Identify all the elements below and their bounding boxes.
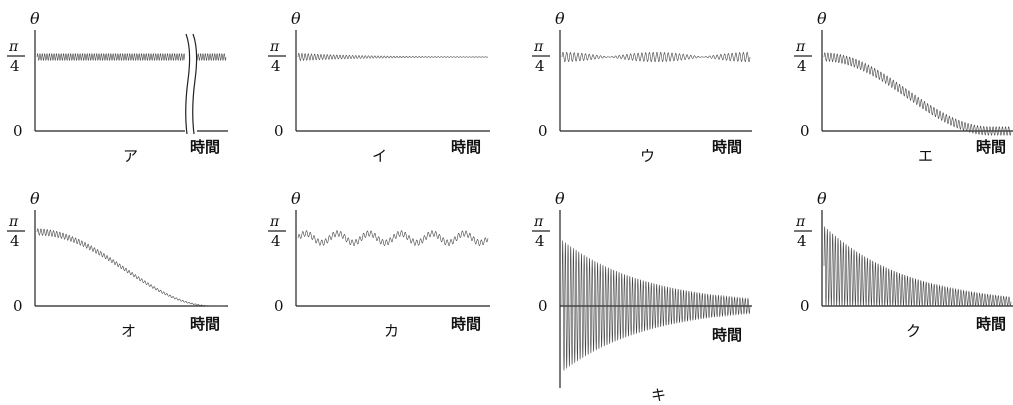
- y-axis-label: θ: [30, 9, 40, 28]
- tick-label-zero: 0: [13, 122, 23, 140]
- y-axis-label: θ: [30, 189, 40, 208]
- y-axis-label: θ: [291, 9, 301, 28]
- tick-label-zero: 0: [800, 297, 810, 315]
- tick-label-pi: π: [795, 214, 806, 230]
- tick-label-zero: 0: [274, 297, 284, 315]
- panel-label: イ: [372, 147, 387, 165]
- series-line: [36, 228, 226, 307]
- panel-label: ウ: [640, 147, 655, 165]
- chart-panel-a: θπ 4 0 時間ア: [7, 9, 228, 165]
- x-axis-label: 時間: [190, 315, 220, 333]
- series-line: [297, 52, 489, 61]
- x-axis-label: 時間: [976, 315, 1006, 333]
- chart-panel-c: θπ 4 0 時間ウ: [532, 9, 752, 165]
- x-axis-label: 時間: [451, 315, 481, 333]
- chart-panel-b: θπ 4 0 時間イ: [268, 9, 490, 165]
- tick-label-denominator: 4: [797, 232, 807, 250]
- panel-label: ア: [123, 147, 138, 165]
- x-axis-label: 時間: [976, 138, 1006, 156]
- series-line: [561, 240, 751, 371]
- tick-label-zero: 0: [538, 297, 548, 315]
- chart-panel-h: θπ 4 0 時間 ク: [794, 189, 1013, 340]
- tick-label-pi: π: [795, 39, 806, 55]
- y-axis-label: θ: [817, 9, 827, 28]
- tick-label-zero: 0: [13, 297, 23, 315]
- tick-label-zero: 0: [800, 122, 810, 140]
- x-axis-label: 時間: [712, 138, 742, 156]
- tick-label-denominator: 4: [271, 57, 281, 75]
- chart-panel-e: θπ 4 0 時間 オ: [7, 189, 228, 340]
- tick-label-zero: 0: [538, 122, 548, 140]
- tick-label-zero: 0: [274, 122, 284, 140]
- tick-label-denominator: 4: [271, 232, 281, 250]
- series-line: [36, 53, 227, 61]
- tick-label-pi: π: [533, 214, 544, 230]
- panel-label: キ: [651, 386, 666, 404]
- tick-label-pi: π: [269, 39, 280, 55]
- y-axis-label: θ: [817, 189, 827, 208]
- chart-panel-f: θπ 4 0 時間 カ: [268, 189, 490, 340]
- x-axis-label: 時間: [712, 326, 742, 344]
- tick-label-denominator: 4: [535, 57, 545, 75]
- tick-label-denominator: 4: [535, 232, 545, 250]
- y-axis-label: θ: [291, 189, 301, 208]
- y-axis-label: θ: [555, 189, 565, 208]
- tick-label-denominator: 4: [10, 232, 20, 250]
- y-axis-label: θ: [555, 9, 565, 28]
- series-line: [823, 226, 1012, 308]
- tick-label-denominator: 4: [797, 57, 807, 75]
- tick-label-pi: π: [269, 214, 280, 230]
- tick-label-pi: π: [533, 39, 544, 55]
- tick-label-pi: π: [8, 39, 19, 55]
- series-line: [297, 230, 489, 246]
- panel-label: カ: [384, 322, 399, 340]
- tick-label-denominator: 4: [10, 57, 20, 75]
- x-axis-label: 時間: [451, 138, 481, 156]
- panel-label: ク: [906, 322, 921, 340]
- tick-label-pi: π: [8, 214, 19, 230]
- axis-break-mark: [185, 33, 198, 135]
- chart-panel-g: θπ 4 0 時間キ: [532, 189, 752, 404]
- panel-label: エ: [918, 147, 933, 165]
- chart-panel-d: θπ 4 0 時間エ: [794, 9, 1013, 165]
- series-line: [561, 51, 751, 63]
- x-axis-label: 時間: [190, 138, 220, 156]
- series-line: [823, 52, 1012, 136]
- panel-label: オ: [121, 322, 136, 340]
